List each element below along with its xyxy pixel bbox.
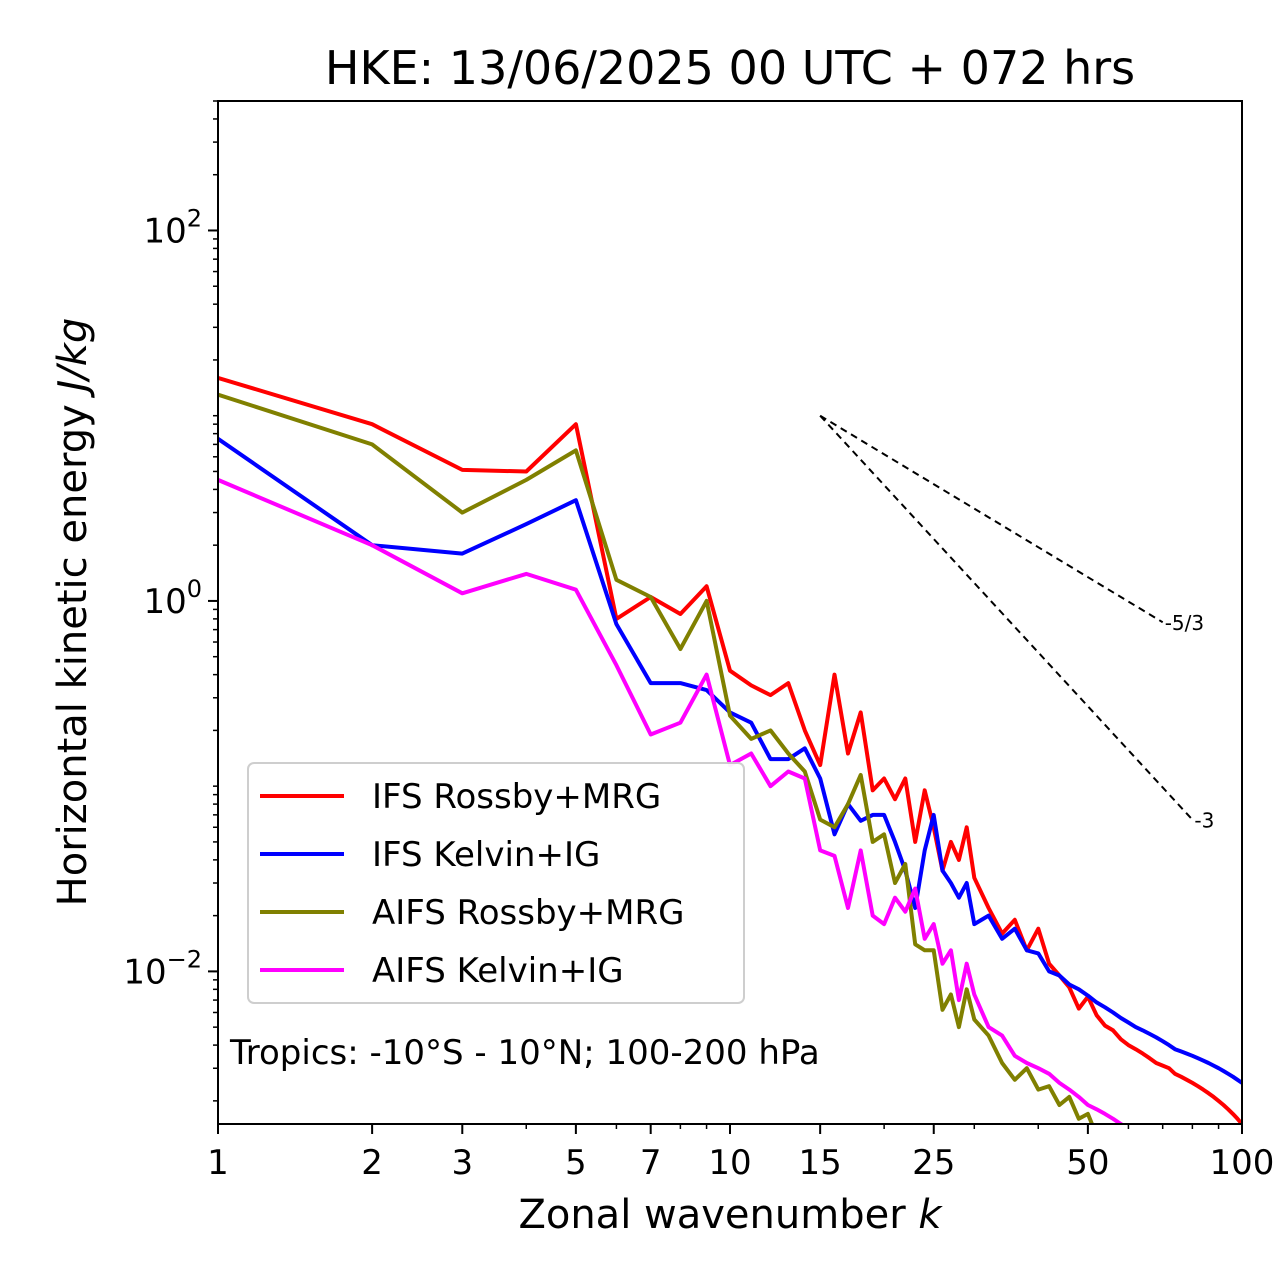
series-line-2 (218, 437, 1242, 1085)
legend-box (247, 762, 745, 1004)
x-tick-label: 25 (912, 1143, 955, 1183)
x-tick-label: 1 (207, 1143, 229, 1183)
legend-label-2: IFS Kelvin+IG (372, 835, 600, 875)
legend-label-3: AIFS Rossby+MRG (372, 893, 684, 933)
reference-slope-label-2: -3 (1194, 809, 1214, 833)
x-tick-label: 3 (451, 1143, 473, 1183)
series-line-4 (218, 478, 1125, 1124)
reference-slopes: -5/3 -3 (819, 414, 1214, 833)
x-tick-label: 7 (640, 1143, 662, 1183)
x-tick-label: 100 (1210, 1143, 1275, 1183)
x-tick-label: 10 (708, 1143, 751, 1183)
reference-slope-label-1: -5/3 (1165, 611, 1204, 635)
annotation-text: Tropics: -10°S - 10°N; 100-200 hPa (229, 1033, 820, 1073)
legend-label-4: AIFS Kelvin+IG (372, 951, 624, 991)
x-tick-label: 50 (1066, 1143, 1109, 1183)
plot-area (218, 375, 1242, 1124)
chart-title: HKE: 13/06/2025 00 UTC + 072 hrs (325, 41, 1135, 95)
x-tick-label: 5 (565, 1143, 587, 1183)
x-tick-label: 15 (799, 1143, 842, 1183)
legend: IFS Rossby+MRG IFS Kelvin+IG AIFS Rossby+M… (247, 762, 745, 1004)
x-axis-label: Zonal wavenumber k (518, 1192, 943, 1238)
legend-label-1: IFS Rossby+MRG (372, 777, 661, 817)
x-axis: 1 2 3 5 7 10 15 25 50 100 (207, 1124, 1274, 1183)
y-axis: 10−2 100 102 (123, 100, 218, 1102)
y-tick-label: 10−2 (123, 945, 202, 992)
reference-slope-line-2 (819, 415, 1194, 821)
x-tick-label: 2 (361, 1143, 383, 1183)
reference-slope-line-1 (819, 414, 1164, 624)
series-line-1 (218, 375, 1242, 1124)
y-tick-label: 102 (143, 204, 202, 251)
y-tick-label: 100 (143, 575, 202, 622)
y-axis-label: Horizontal kinetic energy J/kg (50, 318, 96, 907)
